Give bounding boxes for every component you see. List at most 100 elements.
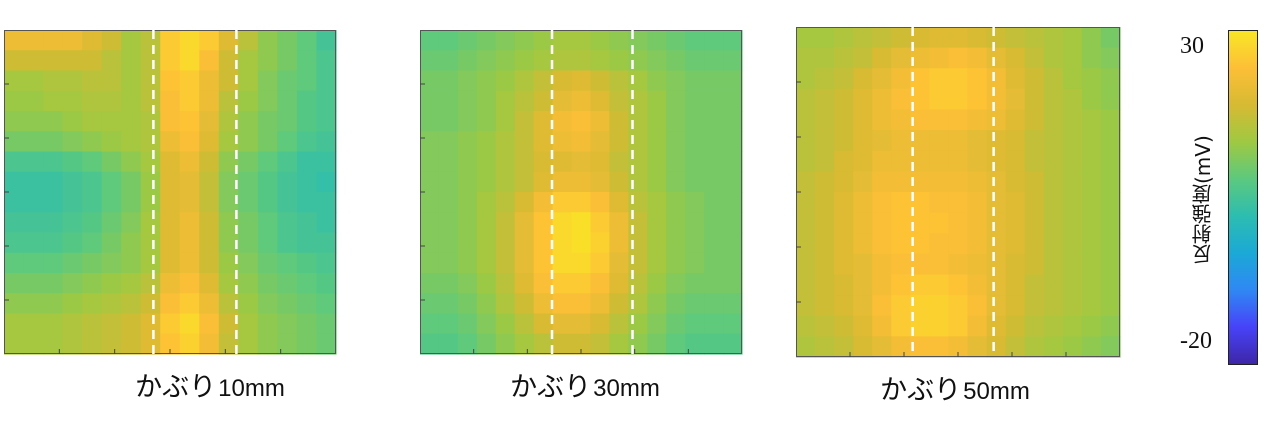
heatmap-cell xyxy=(910,212,931,234)
heatmap-cell xyxy=(420,131,440,153)
heatmap-cell xyxy=(495,273,516,294)
heatmap-cell xyxy=(43,171,64,193)
heatmap-cell xyxy=(929,274,950,296)
heatmap-cell xyxy=(552,293,573,315)
heatmap-cell xyxy=(929,233,950,255)
heatmap-cell xyxy=(796,150,816,172)
heatmap-cell xyxy=(4,313,25,335)
heatmap-cell xyxy=(43,131,64,153)
heatmap-cell xyxy=(853,295,873,317)
heatmap-cell xyxy=(685,273,705,294)
heatmap-cell xyxy=(666,70,686,92)
heatmap-cell xyxy=(476,232,497,254)
heatmap-cell xyxy=(457,70,478,92)
heatmap-cell xyxy=(316,273,337,294)
heatmap-cell xyxy=(986,274,1007,296)
heatmap-cell xyxy=(199,192,220,213)
heatmap-cell xyxy=(796,27,816,49)
heatmap-cell xyxy=(476,90,497,112)
heatmap-cell xyxy=(218,111,239,132)
heatmap-cell xyxy=(277,273,298,294)
heatmap-cell xyxy=(1043,27,1064,49)
heatmap-cell xyxy=(514,131,535,153)
heatmap-cell xyxy=(929,130,950,152)
heatmap-cell xyxy=(160,333,181,355)
heatmap-cell xyxy=(666,273,686,294)
heatmap-cell xyxy=(121,273,142,294)
heatmap-cell xyxy=(43,333,64,355)
heatmap-cell xyxy=(910,88,931,111)
heatmap-cell xyxy=(199,171,220,193)
heatmap-cell xyxy=(495,50,516,72)
heatmap-cell xyxy=(723,192,743,213)
heatmap-cell xyxy=(316,70,337,92)
heatmap-cell xyxy=(62,313,83,335)
heatmap-cell xyxy=(238,313,259,335)
heatmap-cell xyxy=(1043,253,1064,276)
heatmap-cell xyxy=(1005,109,1026,131)
heatmap-cell xyxy=(277,232,298,254)
heatmap-cell xyxy=(476,151,497,173)
heatmap-cell xyxy=(43,192,64,213)
heatmap-cell xyxy=(533,313,554,335)
heatmap-cell xyxy=(609,131,629,153)
heatmap-cell xyxy=(140,131,161,153)
heatmap-cell xyxy=(160,30,181,51)
heatmap-cell xyxy=(121,151,142,173)
heatmap-cell xyxy=(796,212,816,234)
heatmap-panel-50mm xyxy=(796,27,1121,358)
heatmap-cell xyxy=(238,293,259,315)
heatmap-cell xyxy=(647,111,667,132)
heatmap-cell xyxy=(666,252,686,274)
heatmap-cell xyxy=(420,293,440,315)
heatmap-cell xyxy=(685,313,705,335)
heatmap-cell xyxy=(62,30,83,51)
heatmap-cell xyxy=(910,274,931,296)
heatmap-cell xyxy=(316,90,337,112)
heatmap-cell xyxy=(495,30,516,51)
heatmap-cell xyxy=(533,90,554,112)
heatmap-cell xyxy=(257,111,279,132)
heatmap-cell xyxy=(834,274,854,296)
heatmap-cell xyxy=(552,111,573,132)
heatmap-cell xyxy=(834,68,854,90)
heatmap-cell xyxy=(218,192,239,213)
heatmap-cell xyxy=(609,30,629,51)
heatmap-cell xyxy=(1100,171,1121,193)
heatmap-cell xyxy=(1005,88,1026,111)
heatmap-cell xyxy=(140,50,161,72)
heatmap-cell xyxy=(218,131,239,153)
heatmap-cell xyxy=(609,70,629,92)
heatmap-cell xyxy=(1081,130,1102,152)
heatmap-cell xyxy=(1100,68,1121,90)
heatmap-cell xyxy=(723,151,743,173)
heatmap-cell xyxy=(590,293,611,315)
heatmap-cell xyxy=(316,232,337,254)
heatmap-cell xyxy=(891,47,911,69)
heatmap-cell xyxy=(666,232,686,254)
heatmap-cell xyxy=(438,171,459,193)
heatmap-cell xyxy=(457,30,478,51)
heatmap-cell xyxy=(514,70,535,92)
heatmap-cell xyxy=(723,293,743,315)
heatmap-cell xyxy=(948,253,969,276)
heatmap-cell xyxy=(1024,171,1045,193)
heatmap-cell xyxy=(853,130,873,152)
heatmap-cell xyxy=(552,50,573,72)
heatmap-cell xyxy=(316,293,337,315)
heatmap-cell xyxy=(1100,233,1121,255)
heatmap-cell xyxy=(82,333,103,355)
heatmap-cell xyxy=(316,252,337,274)
heatmap-cell xyxy=(910,336,931,358)
heatmap-cell xyxy=(872,109,892,131)
heatmap-cell xyxy=(986,150,1007,172)
heatmap-cell xyxy=(140,333,161,355)
heatmap-cell xyxy=(590,111,611,132)
heatmap-cell xyxy=(590,252,611,274)
heatmap-cell xyxy=(121,171,142,193)
heatmap-cell xyxy=(872,68,892,90)
heatmap-cell xyxy=(1043,295,1064,317)
heatmap-cell xyxy=(891,150,911,172)
heatmap-cell xyxy=(43,293,64,315)
heatmap-cell xyxy=(872,88,892,111)
